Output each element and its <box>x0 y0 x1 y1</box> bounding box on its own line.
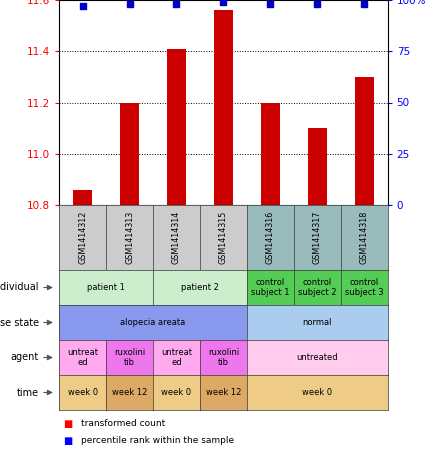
Text: GSM1414312: GSM1414312 <box>78 211 87 264</box>
Text: week 0: week 0 <box>161 388 191 397</box>
Text: untreated: untreated <box>297 353 338 362</box>
Text: week 0: week 0 <box>302 388 332 397</box>
Text: GSM1414315: GSM1414315 <box>219 211 228 264</box>
Text: alopecia areata: alopecia areata <box>120 318 186 327</box>
Bar <box>261 102 280 205</box>
Text: patient 2: patient 2 <box>181 283 219 292</box>
Text: GSM1414316: GSM1414316 <box>266 211 275 264</box>
Text: GSM1414313: GSM1414313 <box>125 211 134 264</box>
Text: control
subject 1: control subject 1 <box>251 278 290 297</box>
Bar <box>214 10 233 205</box>
Point <box>220 0 227 6</box>
Bar <box>120 102 139 205</box>
Point <box>79 3 86 10</box>
Text: ■: ■ <box>64 419 73 429</box>
Text: patient 1: patient 1 <box>87 283 125 292</box>
Point <box>360 0 367 8</box>
Text: normal: normal <box>303 318 332 327</box>
Point <box>267 0 274 8</box>
Text: GSM1414314: GSM1414314 <box>172 211 181 264</box>
Text: transformed count: transformed count <box>81 419 165 428</box>
Text: agent: agent <box>11 352 39 362</box>
Text: ruxolini
tib: ruxolini tib <box>208 348 239 367</box>
Text: ■: ■ <box>64 436 73 446</box>
Point <box>314 0 321 8</box>
Text: GSM1414318: GSM1414318 <box>360 211 369 264</box>
Point <box>173 0 180 8</box>
Text: GSM1414317: GSM1414317 <box>313 211 322 264</box>
Text: untreat
ed: untreat ed <box>161 348 192 367</box>
Text: individual: individual <box>0 283 39 293</box>
Text: disease state: disease state <box>0 318 39 328</box>
Bar <box>355 77 374 205</box>
Bar <box>167 48 186 205</box>
Text: week 12: week 12 <box>112 388 147 397</box>
Text: control
subject 2: control subject 2 <box>298 278 336 297</box>
Text: week 12: week 12 <box>206 388 241 397</box>
Text: control
subject 3: control subject 3 <box>345 278 384 297</box>
Text: week 0: week 0 <box>67 388 98 397</box>
Point <box>126 0 133 8</box>
Text: untreat
ed: untreat ed <box>67 348 98 367</box>
Bar <box>73 190 92 205</box>
Text: percentile rank within the sample: percentile rank within the sample <box>81 436 234 445</box>
Bar <box>308 128 327 205</box>
Text: time: time <box>17 387 39 397</box>
Text: ruxolini
tib: ruxolini tib <box>114 348 145 367</box>
